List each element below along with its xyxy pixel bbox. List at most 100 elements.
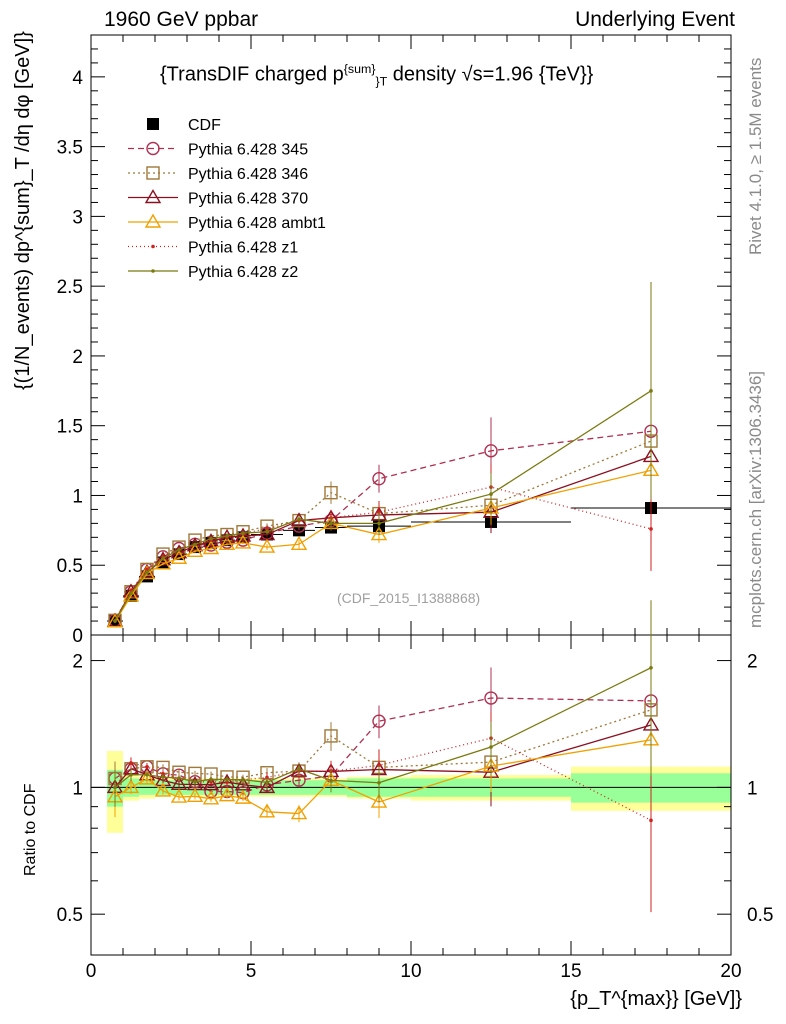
series-point-main xyxy=(236,525,250,539)
series-z2 xyxy=(113,281,653,807)
title-suffix: density √s=1.96 {TeV}} xyxy=(387,63,594,86)
series-point-main xyxy=(241,531,245,535)
series-point-main xyxy=(106,613,124,628)
series-cdf xyxy=(107,502,731,628)
series-point-main xyxy=(234,534,252,549)
legend-label: Pythia 6.428 ambt1 xyxy=(188,215,326,232)
series-point-ratio xyxy=(649,818,653,823)
series-point-main xyxy=(202,540,220,555)
ratio-tick-label: 2 xyxy=(72,652,83,673)
series-point-ratio xyxy=(372,714,386,728)
y-tick-label: 1.5 xyxy=(57,417,83,438)
legend-entry-ambt1: Pythia 6.428 ambt1 xyxy=(128,213,326,232)
series-point-ratio xyxy=(145,764,149,769)
series-point-ratio xyxy=(329,778,333,783)
legend-marker xyxy=(147,118,159,130)
series-point-main xyxy=(193,542,197,547)
legend-label: Pythia 6.428 346 xyxy=(188,166,308,183)
series-point-main xyxy=(297,517,301,521)
series-point-main xyxy=(649,389,653,393)
ratio-tick-label-right: 1 xyxy=(747,778,758,799)
series-point-main xyxy=(489,492,493,496)
main-frame xyxy=(90,34,732,636)
series-point-ratio xyxy=(122,778,140,794)
x-tick-label: 15 xyxy=(560,961,581,982)
series-point-ratio xyxy=(177,776,181,780)
series-point-ratio xyxy=(193,779,197,784)
series-point-main xyxy=(145,570,149,575)
plot-title: {TransDIF charged p{sum}}T density √s=1.… xyxy=(160,62,593,89)
y-tick-label: 4 xyxy=(72,68,83,89)
series-point-ratio xyxy=(113,785,117,790)
main-y-label: {(1/N_events) dp^{sum}_T /dη dφ [GeV]} xyxy=(12,31,34,390)
legend-marker xyxy=(146,141,160,156)
series-point-ratio xyxy=(297,767,301,771)
y-tick-label: 2 xyxy=(72,347,83,368)
x-axis-label: {p_T^{max}} [GeV]} xyxy=(570,988,742,1010)
series-point-main xyxy=(290,535,308,551)
legend-marker xyxy=(144,189,162,204)
ratio-tick-label: 0.5 xyxy=(57,905,83,926)
series-point-ratio xyxy=(218,773,236,788)
mcplots-label: mcplots.cern.ch [arXiv:1306.3436] xyxy=(746,370,765,628)
legend-marker xyxy=(151,244,155,249)
y-tick-label: 3.5 xyxy=(57,138,83,159)
series-point-main xyxy=(145,567,149,572)
legend-label: Pythia 6.428 z2 xyxy=(188,264,298,281)
series-point-ratio xyxy=(129,772,133,777)
series-point-ratio xyxy=(234,789,252,804)
analysis-watermark: (CDF_2015_I1388868) xyxy=(337,590,481,606)
title-sup: {sum} xyxy=(343,62,376,76)
series-point-main xyxy=(370,526,388,541)
series-point-ratio xyxy=(161,775,165,779)
series-point-ratio xyxy=(290,805,308,820)
legend-label: CDF xyxy=(188,117,221,134)
series-point-main xyxy=(218,535,236,551)
series-point-ratio xyxy=(241,777,245,782)
legend-label: Pythia 6.428 345 xyxy=(188,142,308,159)
series-point-main xyxy=(209,536,213,541)
rivet-label: Rivet 4.1.0, ≥ 1.5M events xyxy=(746,57,765,255)
series-point-ratio xyxy=(324,729,338,743)
y-tick-label: 0.5 xyxy=(57,556,83,577)
series-point-ratio xyxy=(154,782,172,797)
series-point-main xyxy=(154,555,172,570)
series-point-ratio xyxy=(649,665,653,670)
legend: CDF Pythia 6.428 345 Pythia 6.428 346 Pythi… xyxy=(128,117,326,281)
series-point-main xyxy=(372,472,386,486)
legend-marker xyxy=(144,213,162,228)
series-point-ratio xyxy=(170,788,188,803)
title-prefix: {TransDIF charged p xyxy=(160,63,344,86)
legend-entry-z1: Pythia 6.428 z1 xyxy=(128,240,298,257)
series-point-ratio xyxy=(145,772,149,777)
legend-entry-z2: Pythia 6.428 z2 xyxy=(128,264,298,281)
header-left: 1960 GeV ppbar xyxy=(104,8,259,31)
legend-label: Pythia 6.428 370 xyxy=(188,191,308,208)
series-point-main xyxy=(122,587,140,602)
series-point-main xyxy=(129,591,133,595)
series-point-ratio xyxy=(484,691,498,705)
title-sub: }T xyxy=(375,74,388,89)
ratio-uncertainty-bands xyxy=(107,750,731,833)
series-point-main xyxy=(138,565,156,580)
series-point-main xyxy=(649,527,653,531)
x-tick-label: 5 xyxy=(246,961,257,982)
series-point-ratio xyxy=(258,803,276,818)
axis-ticks: 0 5 10 15 20 0 0.5 1 1.5 2 2.5 3 3.5 4 0.5 0.5 1 1 2 2 xyxy=(57,34,773,982)
series-point-ratio xyxy=(370,793,388,808)
series-point-main xyxy=(377,521,381,526)
series-point-main xyxy=(329,521,333,526)
x-tick-label: 0 xyxy=(86,961,97,982)
legend-entry-p346: Pythia 6.428 346 xyxy=(128,166,308,183)
series-point-main xyxy=(113,619,117,623)
series-p345 xyxy=(108,368,658,800)
x-tick-label: 20 xyxy=(720,961,741,982)
y-tick-label: 1 xyxy=(72,486,83,507)
series-point-main xyxy=(161,556,165,561)
legend-entry-p370: Pythia 6.428 370 xyxy=(128,189,308,208)
series-point-ratio xyxy=(377,780,381,785)
series-line-main xyxy=(114,440,652,621)
plot-frames xyxy=(90,34,732,956)
series-point-main xyxy=(265,529,269,534)
